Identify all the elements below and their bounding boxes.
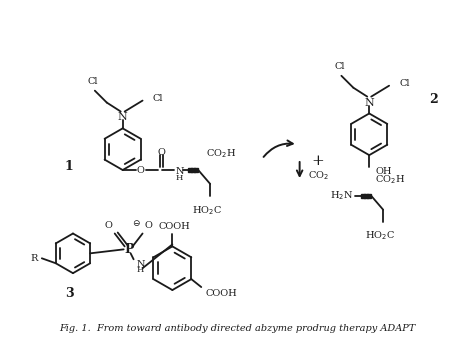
Text: HO$_2$C: HO$_2$C	[192, 204, 222, 216]
Text: P: P	[125, 243, 135, 256]
Text: Cl: Cl	[334, 62, 345, 71]
Text: CO$_2$H: CO$_2$H	[375, 173, 405, 186]
Text: Cl: Cl	[399, 79, 410, 88]
Text: O: O	[105, 221, 113, 229]
Text: N: N	[365, 98, 374, 108]
Text: R: R	[30, 254, 38, 263]
Text: N: N	[175, 168, 183, 176]
Text: H$_2$N: H$_2$N	[330, 190, 353, 202]
Text: N: N	[118, 112, 128, 122]
Text: N: N	[137, 260, 145, 269]
Text: HO$_2$C: HO$_2$C	[365, 229, 395, 242]
Text: 1: 1	[64, 160, 73, 173]
Text: H: H	[176, 174, 183, 182]
Text: 2: 2	[429, 93, 438, 106]
Text: COOH: COOH	[205, 289, 237, 298]
Text: O: O	[145, 221, 153, 229]
Text: CO$_2$: CO$_2$	[308, 170, 328, 182]
Text: Cl: Cl	[153, 94, 163, 103]
Text: OH: OH	[375, 166, 392, 175]
Text: Fig. 1.  From toward antibody directed abzyme prodrug therapy ADAPT: Fig. 1. From toward antibody directed ab…	[59, 324, 415, 333]
Text: O: O	[157, 148, 165, 157]
Text: O: O	[137, 165, 145, 174]
Text: H: H	[137, 266, 144, 274]
Text: CO$_2$H: CO$_2$H	[206, 147, 237, 160]
Text: Cl: Cl	[88, 77, 98, 86]
Text: COOH: COOH	[158, 222, 190, 230]
Text: 3: 3	[64, 287, 73, 300]
Text: $\ominus$: $\ominus$	[132, 217, 141, 227]
Text: +: +	[311, 154, 324, 168]
